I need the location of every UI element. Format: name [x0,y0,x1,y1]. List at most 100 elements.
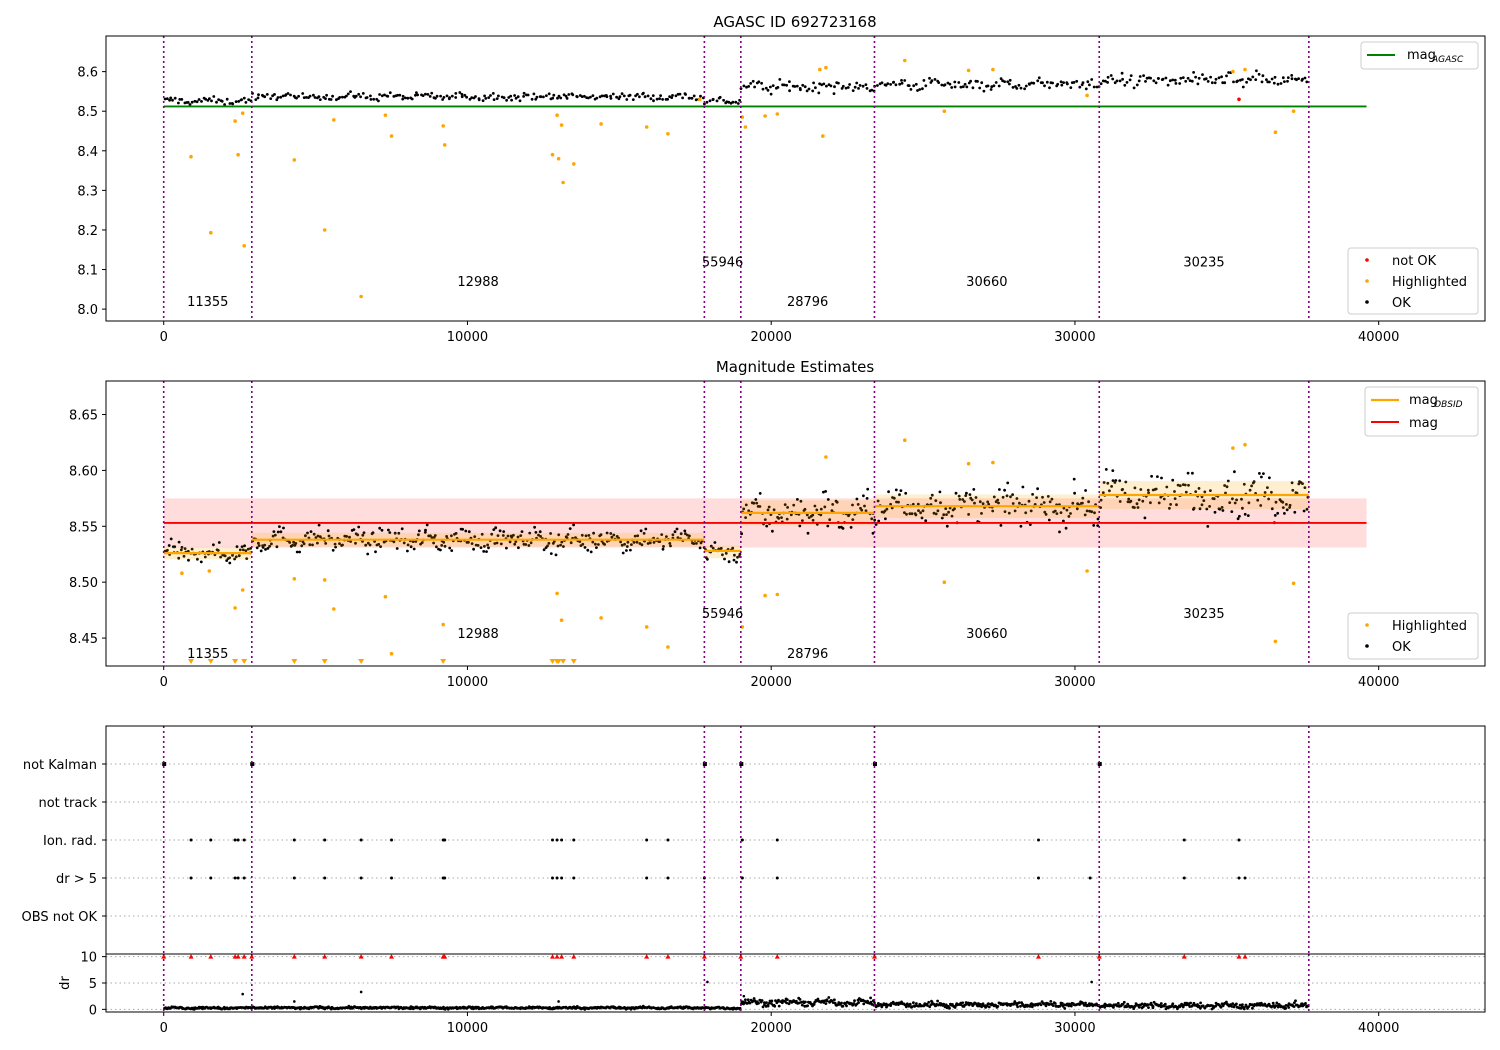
estimates-xtick-label: 30000 [1054,675,1095,690]
estimates-ok-point [780,516,783,519]
estimates-below-range-marker [291,659,298,664]
estimates-ok-point [916,502,920,506]
estimates-ok-point [246,547,250,551]
estimates-ok-point [1173,490,1176,493]
estimates-ok-point [652,541,656,544]
estimates-ok-point [506,534,510,538]
agasc-ok-point [325,93,328,97]
flag-point [560,876,564,880]
estimates-ok-point [629,548,632,552]
estimates-ok-point [1087,500,1090,504]
agasc-ok-point [1003,80,1006,83]
flag-point [1182,876,1186,880]
agasc-ok-point [661,98,664,101]
estimates-ok-point [166,548,169,552]
agasc-ok-point [1236,79,1239,83]
flag-category-label: Ion. rad. [43,834,97,849]
flag-point [209,876,213,880]
dr-ok-point [1181,1005,1185,1009]
estimates-highlighted-point [1273,639,1278,644]
agasc-ok-point [442,96,446,99]
agasc-ok-point [986,84,990,88]
estimates-ok-point [1007,511,1011,515]
estimates-highlighted-point [292,577,297,581]
agasc-ok-point [377,99,380,103]
agasc-ok-point [1223,81,1227,85]
estimates-ok-point [439,548,442,552]
dr-ok-point [969,1002,973,1005]
estimates-ok-point [554,553,558,557]
estimates-ok-point [1225,485,1229,489]
estimates-ok-point [387,528,390,532]
agasc-ok-point [551,96,555,100]
agasc-ok-point [564,94,568,98]
estimates-ok-point [1238,514,1241,518]
agasc-ok-point [516,95,520,99]
agasc-ok-point [324,97,327,100]
estimates-ok-point [470,542,474,545]
estimates-ok-point [1059,511,1063,514]
estimates-ok-point [897,500,900,504]
agasc-ok-point [1225,74,1228,78]
agasc-ok-point [301,92,305,95]
agasc-ok-point [286,92,290,95]
estimates-ok-point [1263,491,1267,494]
agasc-highlighted-point [644,125,649,129]
estimates-ok-point [298,550,301,554]
agasc-ok-point [668,95,671,98]
flag-point [739,762,744,766]
estimates-ok-point [1243,512,1247,516]
agasc-highlighted-point [698,97,702,102]
dr-capped-point [738,954,744,959]
dr-capped-point [571,954,577,959]
estimates-ok-point [851,503,854,507]
estimates-ok-point [978,500,982,504]
agasc-ok-point [833,85,836,89]
estimates-ok-point [1133,486,1137,490]
agasc-ok-point [674,94,678,98]
estimates-ok-point [625,545,629,548]
agasc-ok-point [177,101,180,105]
estimates-ok-point [1011,502,1015,505]
dr-capped-point [188,954,194,959]
estimates-ok-point [412,547,416,551]
agasc-ok-point [454,92,458,95]
agasc-ok-point [703,102,706,106]
dr-ok-point [910,1005,914,1009]
agasc-ok-point [705,100,709,104]
agasc-ok-point [1023,87,1026,91]
estimates-ok-point [735,560,738,564]
agasc-ok-point [369,98,373,101]
agasc-ok-point [803,85,807,89]
estimates-ok-point [542,548,546,552]
estimates-ok-point [510,535,514,539]
estimates-ok-point [490,532,494,536]
estimates-highlighted-point [644,625,649,629]
estimates-ok-point [1071,501,1075,505]
dr-ok-point [797,1001,801,1005]
agasc-ytick-label: 8.1 [77,264,98,279]
estimates-ok-point [826,524,830,528]
agasc-ok-point [388,91,392,95]
agasc-ok-point [978,86,982,90]
agasc-ok-point [265,93,269,96]
estimates-ok-point [964,494,968,497]
agasc-ok-point [837,81,840,85]
estimates-ok-point [786,506,789,509]
agasc-ok-point [208,97,211,100]
agasc-highlighted-point [389,134,394,138]
agasc-ok-point [557,94,561,98]
dr-ok-point [1044,1004,1048,1008]
magnitude-estimates-plot: Magnitude Estimates 8.45 8.50 8.55 8.60 8.65… [69,358,1486,690]
agasc-ok-point [173,96,177,100]
estimates-ok-point [1065,508,1069,512]
estimates-ok-point [1024,511,1028,515]
agasc-ok-point [976,80,979,83]
agasc-ok-point [1254,78,1258,81]
agasc-highlighted-point [559,123,564,127]
estimates-ok-point [402,541,406,545]
dr-ok-point [1028,1005,1032,1008]
estimates-highlighted-point [207,569,212,573]
agasc-ok-point [1109,74,1113,77]
estimates-ok-point [1192,506,1196,510]
